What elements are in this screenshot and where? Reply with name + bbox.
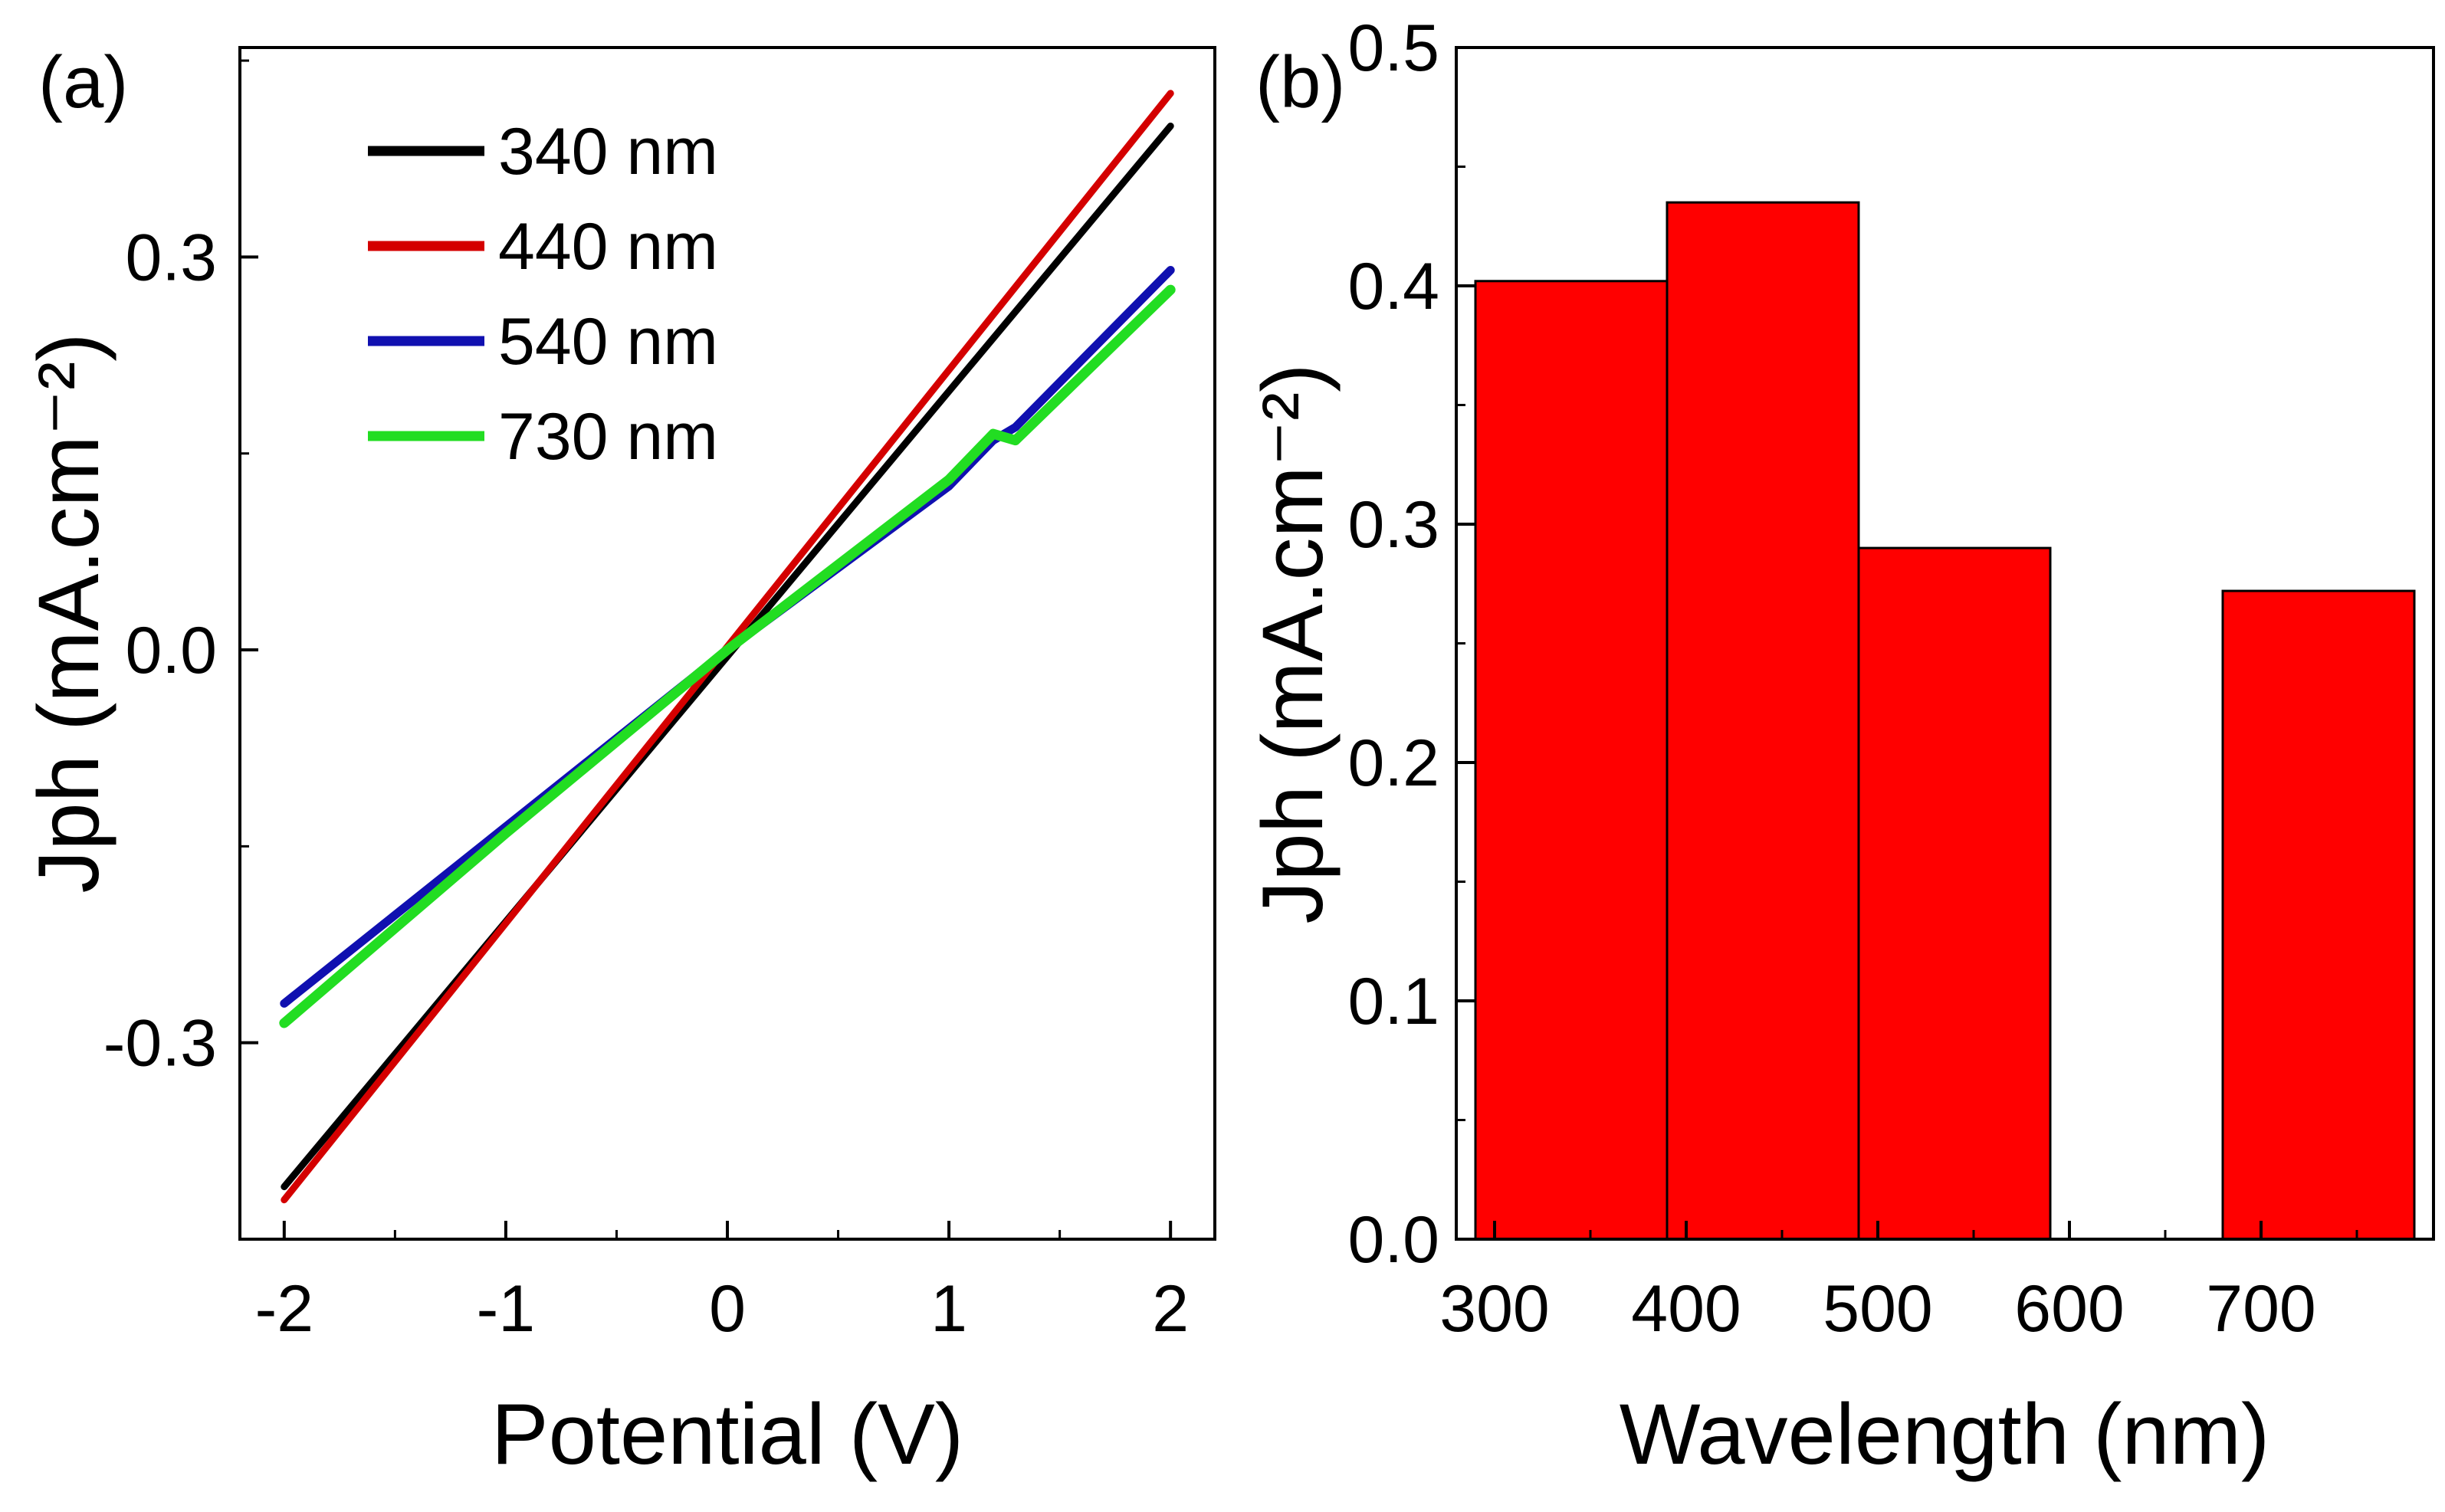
legend-label: 540 nm <box>498 305 718 379</box>
panel-b-x-axis-title: Wavelength (nm) <box>1620 1386 2270 1482</box>
bar-340-nm <box>1474 280 1669 1241</box>
series-line-730-nm <box>279 284 1176 1028</box>
panel-b-label: (b) <box>1255 41 1345 123</box>
panel-b-bars <box>1474 201 2416 1241</box>
x-tick-label: 400 <box>1631 1272 1741 1346</box>
legend-label: 440 nm <box>498 210 718 284</box>
panel-a-x-axis-title: Potential (V) <box>491 1386 963 1482</box>
y-tick-label: 0.4 <box>1347 250 1439 323</box>
bar-440-nm <box>1666 201 1860 1241</box>
panel-a-series <box>279 90 1176 1204</box>
panel-a-y-axis-title: Jph (mA.cm⁻²) <box>21 333 117 893</box>
series-line-340-nm <box>281 123 1174 1191</box>
y-tick-label: 0.0 <box>125 614 217 687</box>
x-tick-label: 0 <box>709 1272 746 1346</box>
bar-730-nm <box>2221 589 2416 1241</box>
panel-b-y-axis-title: Jph (mA.cm⁻²) <box>1245 363 1341 923</box>
y-tick-label: 0.2 <box>1347 726 1439 800</box>
panel-b-x-tick-labels: 300 400 500 600 700 <box>1439 1272 2316 1346</box>
y-tick-label: 0.5 <box>1347 11 1439 85</box>
panel-a-label: (a) <box>38 41 128 123</box>
x-tick-label: 700 <box>2206 1272 2316 1346</box>
series-line-540-nm <box>280 266 1175 1008</box>
bar-540-nm <box>1857 546 2052 1241</box>
panel-a-legend: 340 nm 440 nm 540 nm 730 nm <box>368 115 718 474</box>
x-tick-label: 2 <box>1152 1272 1189 1346</box>
x-tick-label: 500 <box>1823 1272 1933 1346</box>
x-tick-label: -2 <box>255 1272 313 1346</box>
y-tick-label: 0.1 <box>1347 965 1439 1038</box>
y-tick-label: -0.3 <box>103 1007 217 1081</box>
x-tick-label: 1 <box>930 1272 967 1346</box>
y-tick-label: 0.3 <box>125 221 217 294</box>
panel-b-y-tick-labels: 0.0 0.1 0.2 0.3 0.4 0.5 <box>1347 11 1439 1277</box>
x-tick-label: 600 <box>2014 1272 2125 1346</box>
x-tick-label: -1 <box>477 1272 535 1346</box>
panel-a-y-tick-labels: -0.3 0.0 0.3 <box>103 221 217 1080</box>
legend-label: 730 nm <box>498 400 718 474</box>
legend-label: 340 nm <box>498 115 718 189</box>
panel-a-x-tick-labels: -2 -1 0 1 2 <box>255 1272 1190 1346</box>
y-tick-label: 0.0 <box>1347 1203 1439 1277</box>
panel-b-photocurrent-vs-wavelength: (b) 300 400 500 600 700 0.0 0.1 0.2 0.3 0.4 0.5 W… <box>1245 11 2435 1482</box>
y-tick-label: 0.3 <box>1347 488 1439 562</box>
x-tick-label: 300 <box>1439 1272 1550 1346</box>
panel-b-plot-frame <box>1455 46 2435 1241</box>
panel-a-photocurrent-vs-potential: (a) -2 -1 0 1 2 -0.3 0.0 0.3 Potential (V) Jph… <box>21 41 1216 1482</box>
panel-a-plot-frame <box>238 46 1216 1241</box>
